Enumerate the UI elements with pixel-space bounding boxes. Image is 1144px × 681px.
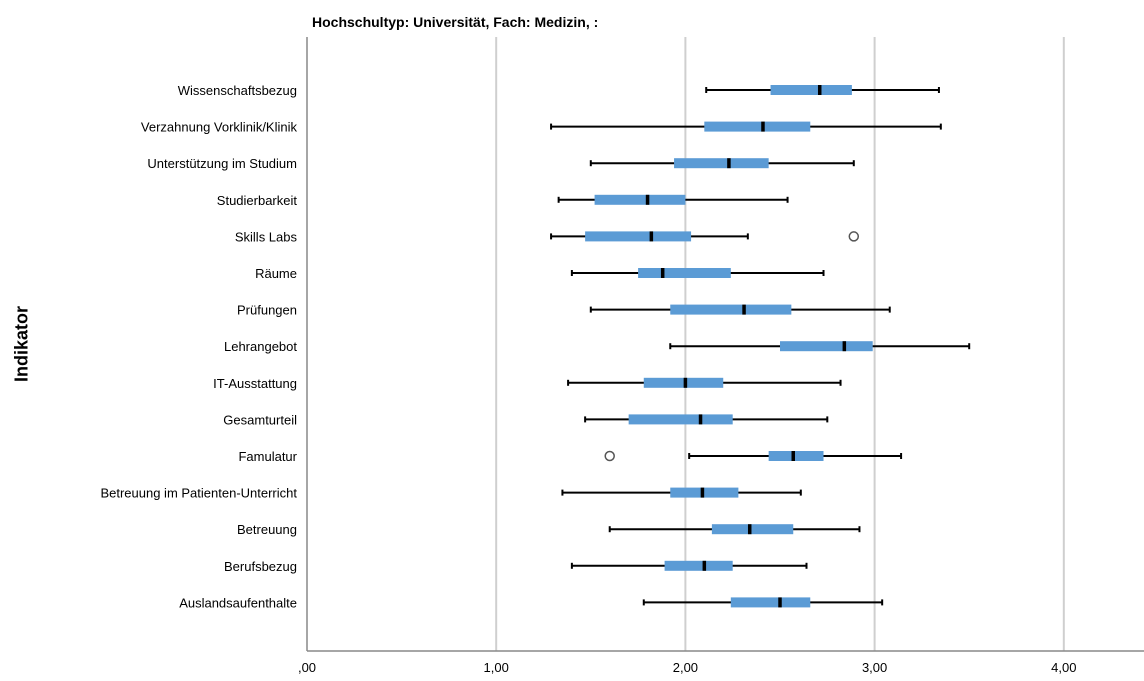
box-item [642, 597, 884, 608]
box-item [669, 341, 971, 352]
x-tick-label: 4,00 [1051, 660, 1076, 675]
category-labels: Wissenschaftsbezug Verzahnung Vorklinik/K… [100, 83, 297, 610]
box-rect [730, 597, 811, 608]
box-item [567, 377, 842, 388]
box-rect [638, 268, 731, 278]
axes [306, 37, 1144, 652]
chart-title: Hochschultyp: Universität, Fach: Medizin… [312, 14, 599, 30]
x-tick-labels: ,00 1,00 2,00 3,00 4,00 [298, 660, 1076, 675]
category-label: Famulatur [238, 449, 297, 464]
boxes [550, 85, 971, 608]
box-rect [670, 304, 792, 315]
box-item [608, 524, 861, 535]
box-item [550, 231, 860, 242]
category-label: Berufsbezug [224, 559, 297, 574]
box-outlier [604, 450, 615, 462]
category-label: Unterstützung im Studium [147, 156, 297, 171]
category-label: Lehrangebot [224, 339, 297, 354]
box-item [561, 487, 802, 498]
box-rect [585, 231, 692, 242]
box-rect [770, 85, 852, 95]
x-tick-label: ,00 [298, 660, 316, 675]
x-tick-label: 2,00 [673, 660, 698, 675]
box-item [557, 194, 789, 205]
category-label: Prüfungen [237, 303, 297, 318]
box-rect [628, 414, 733, 425]
category-label: IT-Ausstattung [213, 376, 297, 391]
box-rect [643, 377, 724, 388]
box-item [584, 414, 829, 425]
category-label: Gesamturteil [223, 412, 297, 427]
category-label: Verzahnung Vorklinik/Klinik [141, 120, 298, 135]
grid-lines [495, 37, 1065, 651]
box-rect [670, 487, 739, 498]
box-item [705, 85, 940, 95]
box-rect [768, 451, 824, 461]
box-rect [711, 524, 794, 535]
box-item [570, 268, 825, 278]
box-rect [674, 158, 769, 169]
category-label: Studierbarkeit [217, 193, 298, 208]
category-label: Auslandsaufenthalte [179, 595, 297, 610]
box-rect [664, 560, 733, 571]
box-item [589, 158, 855, 169]
box-item [589, 304, 891, 315]
x-tick-label: 3,00 [862, 660, 887, 675]
box-rect [780, 341, 873, 352]
box-rect [704, 121, 811, 132]
x-tick-label: 1,00 [484, 660, 509, 675]
category-label: Betreuung im Patienten-Unterricht [100, 486, 297, 501]
box-rect [594, 194, 686, 205]
category-label: Betreuung [237, 522, 297, 537]
box-item [550, 121, 942, 132]
category-label: Skills Labs [235, 229, 298, 244]
category-label: Wissenschaftsbezug [178, 83, 297, 98]
box-item [570, 560, 808, 571]
box-outlier [848, 231, 860, 242]
category-label: Räume [255, 266, 297, 281]
box-item [604, 450, 903, 462]
